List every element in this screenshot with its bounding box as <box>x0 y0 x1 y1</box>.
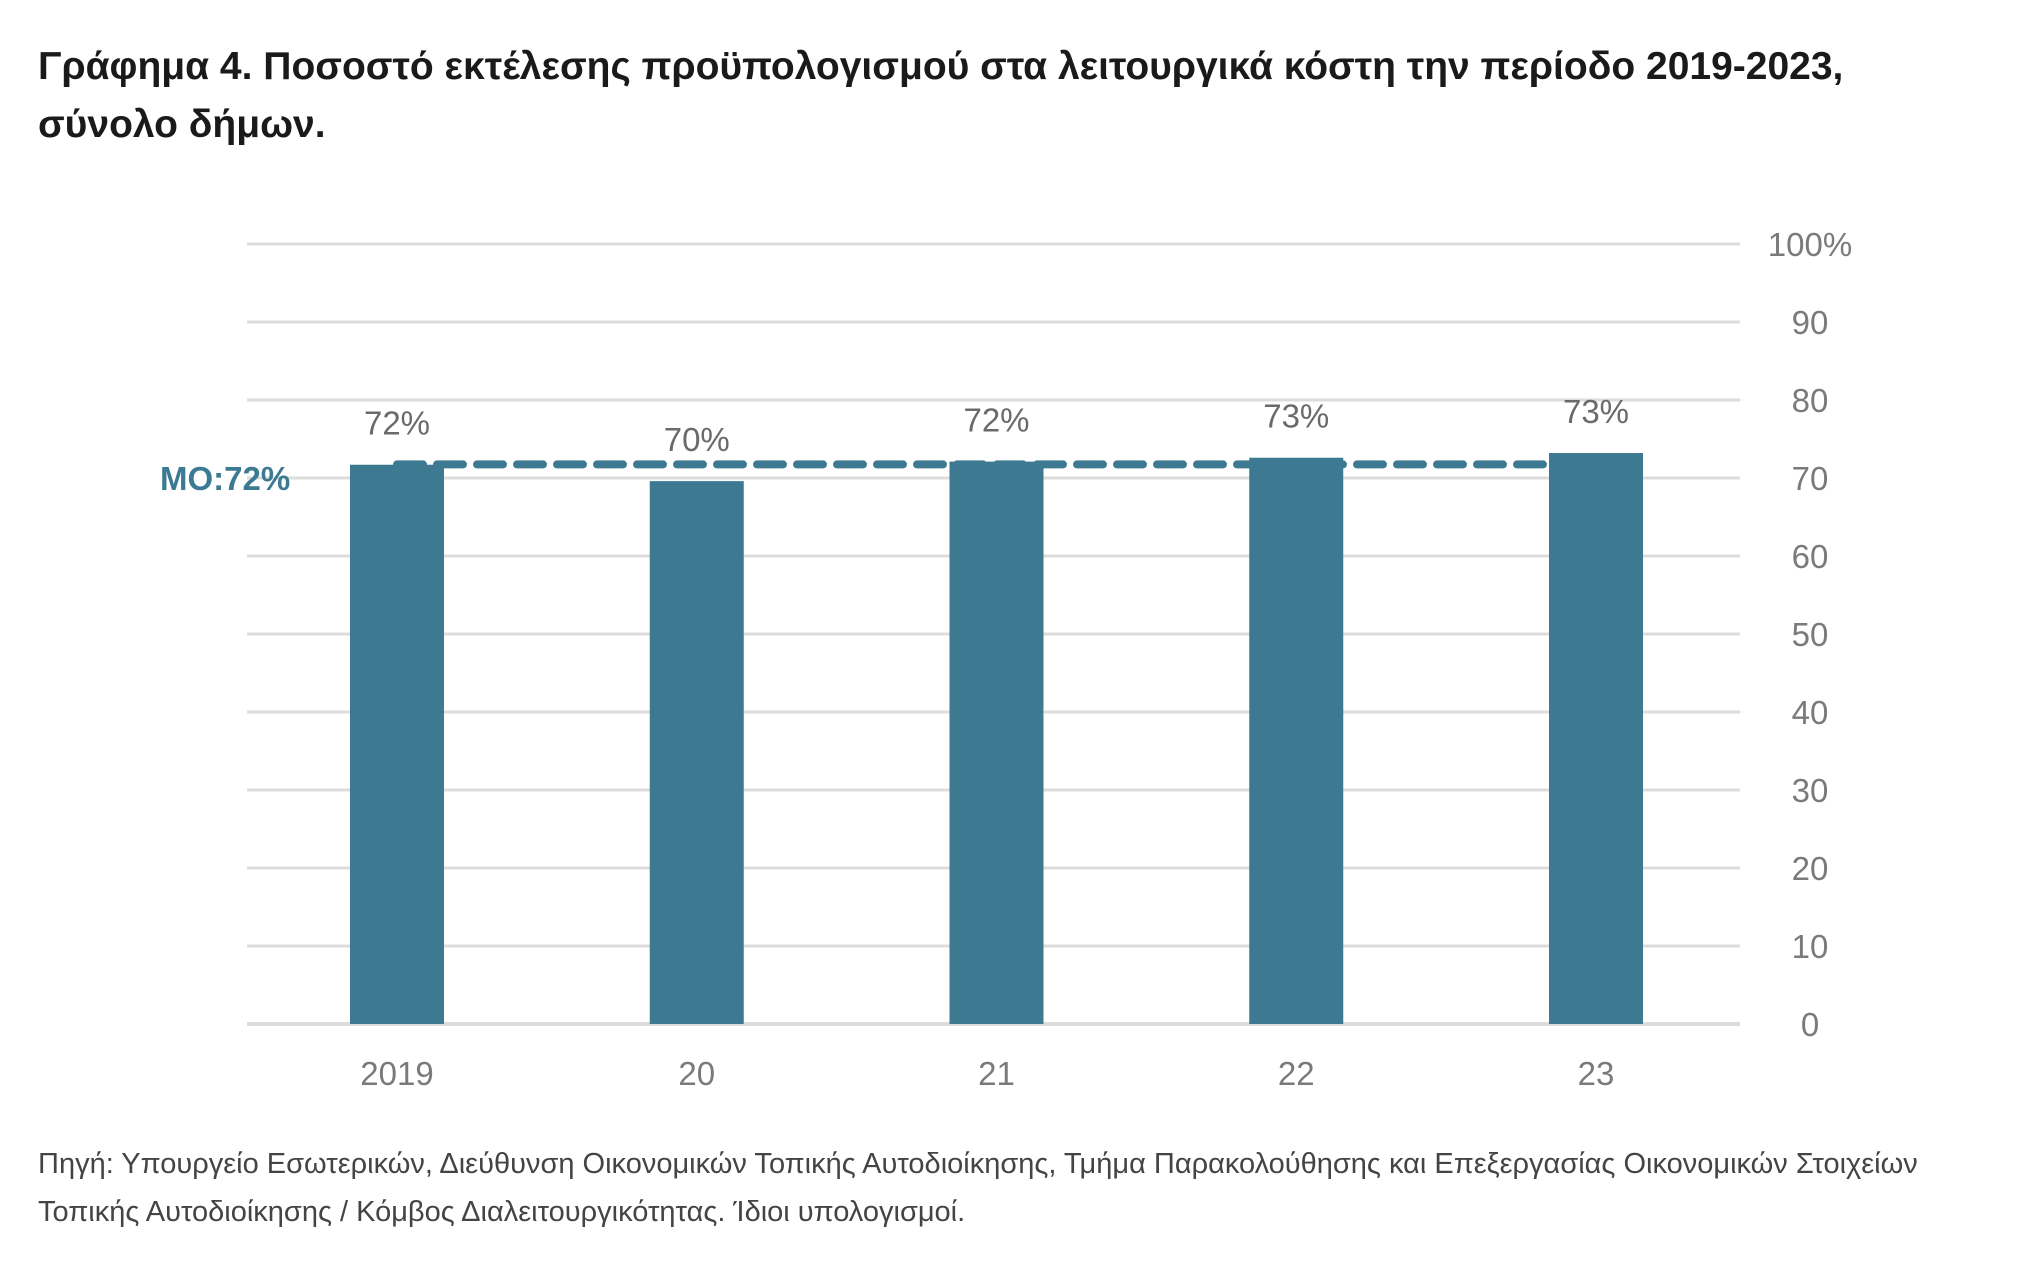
bar <box>649 481 744 1024</box>
average-line-group: ΜΟ:72% <box>160 460 1549 497</box>
x-tick-label: 23 <box>1578 1055 1615 1092</box>
average-label: ΜΟ:72% <box>160 460 290 497</box>
y-tick-label: 60 <box>1792 538 1829 575</box>
y-tick-label: 90 <box>1792 304 1829 341</box>
bar <box>1249 457 1344 1025</box>
bars <box>350 453 1643 1025</box>
y-axis-ticks: 0 10 20 30 40 50 60 70 80 90 100% <box>1768 226 1852 1043</box>
data-label: 73% <box>1263 398 1329 435</box>
bar <box>1549 453 1643 1024</box>
data-label: 72% <box>364 405 430 442</box>
y-tick-label: 20 <box>1792 850 1829 887</box>
y-tick-label: 100% <box>1768 226 1852 263</box>
source-note: Πηγή: Υπουργείο Εσωτερικών, Διεύθυνση Οι… <box>38 1148 1918 1228</box>
x-axis-ticks: 2019 20 21 22 23 <box>360 1055 1614 1092</box>
data-label: 72% <box>963 402 1029 439</box>
chart-title: Γράφημα 4. Ποσοστό εκτέλεσης προϋπολογισ… <box>38 45 1844 146</box>
x-tick-label: 21 <box>978 1055 1015 1092</box>
x-tick-label: 20 <box>678 1055 715 1092</box>
data-label: 73% <box>1563 393 1629 430</box>
y-tick-label: 80 <box>1792 382 1829 419</box>
y-tick-label: 10 <box>1792 928 1829 965</box>
bar <box>350 464 444 1024</box>
y-tick-label: 70 <box>1792 460 1829 497</box>
bar <box>949 461 1044 1024</box>
y-tick-label: 0 <box>1801 1006 1819 1043</box>
y-tick-label: 50 <box>1792 616 1829 653</box>
data-label: 70% <box>664 421 730 458</box>
x-tick-label: 22 <box>1278 1055 1315 1092</box>
data-labels: 72% 70% 72% 73% 73% <box>364 393 1629 458</box>
y-tick-label: 30 <box>1792 772 1829 809</box>
y-tick-label: 40 <box>1792 694 1829 731</box>
x-tick-label: 2019 <box>360 1055 433 1092</box>
